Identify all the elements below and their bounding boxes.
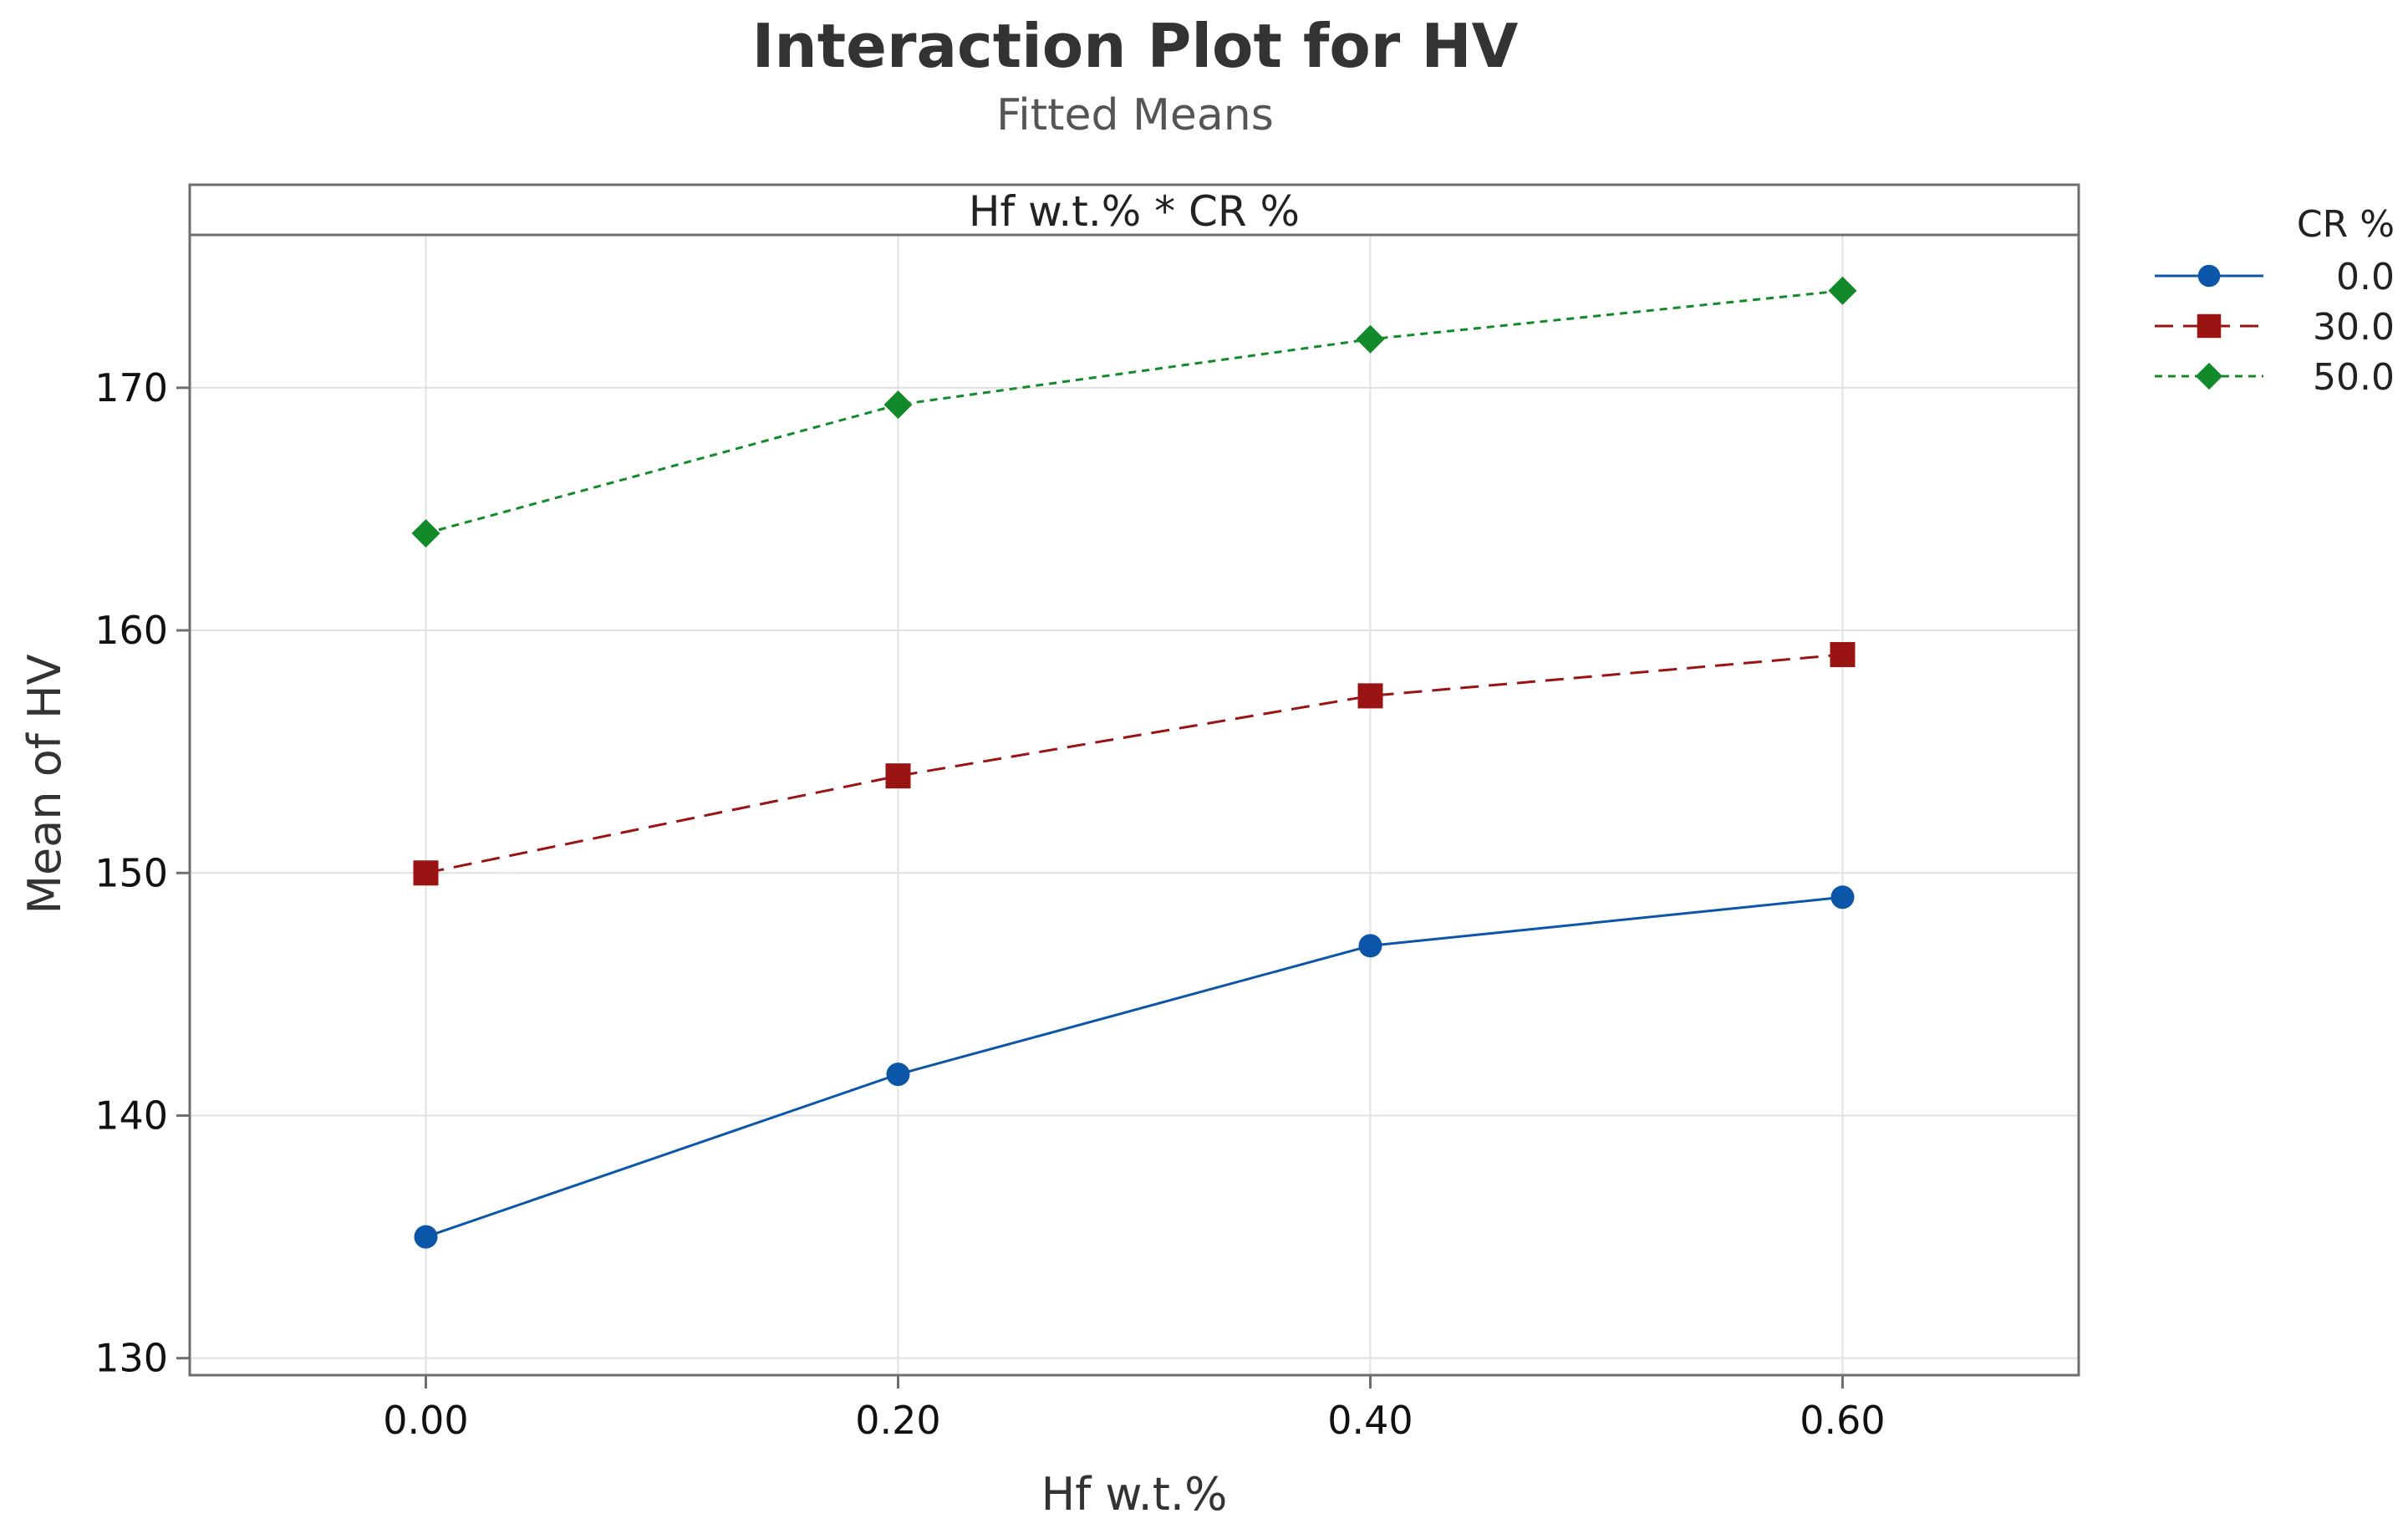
- series-0.0: [414, 885, 1855, 1249]
- data-point: [413, 860, 439, 886]
- x-tick-label: 0.40: [1327, 1398, 1413, 1443]
- series-50.0: [411, 276, 1857, 548]
- data-point: [411, 518, 440, 548]
- series-30.0: [413, 642, 1856, 886]
- data-point: [1357, 683, 1383, 709]
- tick-layer: 0.00 0.20 0.40 0.60 130 140 150 160 170: [94, 365, 1886, 1443]
- data-point: [414, 1225, 438, 1249]
- x-tick-label: 0.00: [383, 1398, 468, 1443]
- y-tick-label: 170: [94, 365, 168, 410]
- data-point: [1830, 885, 1855, 910]
- plot-frame: [188, 183, 2080, 1377]
- data-point: [1358, 934, 1382, 958]
- legend-label: 30.0: [2313, 306, 2395, 349]
- data-point: [1828, 276, 1857, 305]
- data-point: [885, 763, 911, 789]
- x-tick-label: 0.60: [1800, 1398, 1885, 1443]
- data-point: [883, 390, 913, 420]
- x-tick-label: 0.20: [855, 1398, 940, 1443]
- legend-marker: [2195, 362, 2223, 390]
- series-line: [425, 895, 1843, 1238]
- grid-layer: [190, 235, 2079, 1375]
- series-layer: [411, 276, 1857, 1249]
- y-tick-label: 140: [94, 1093, 168, 1138]
- legend-item: 30.0: [2155, 306, 2395, 349]
- data-point: [1356, 324, 1385, 354]
- legend-label: 0.0: [2336, 256, 2395, 298]
- y-axis-label: Mean of HV: [18, 654, 71, 914]
- x-axis-label: Hf w.t.%: [1041, 1468, 1228, 1521]
- y-tick-label: 160: [94, 608, 168, 653]
- legend-label: 50.0: [2313, 356, 2395, 399]
- legend: CR % 0.0 30.0 50.0: [2155, 203, 2395, 399]
- chart-subtitle: Fitted Means: [996, 90, 1274, 140]
- y-tick-label: 130: [94, 1336, 168, 1381]
- data-point: [1830, 642, 1856, 668]
- series-line: [425, 289, 1843, 535]
- data-point: [886, 1063, 910, 1087]
- legend-marker: [2197, 313, 2222, 339]
- legend-marker: [2197, 264, 2221, 288]
- legend-item: 50.0: [2155, 356, 2395, 399]
- series-line: [425, 653, 1843, 874]
- panel-label: Hf w.t.% * CR %: [969, 187, 1300, 236]
- chart-title: Interaction Plot for HV: [752, 11, 1519, 81]
- legend-item: 0.0: [2155, 256, 2395, 298]
- legend-title: CR %: [2297, 203, 2395, 246]
- y-tick-label: 150: [94, 850, 168, 895]
